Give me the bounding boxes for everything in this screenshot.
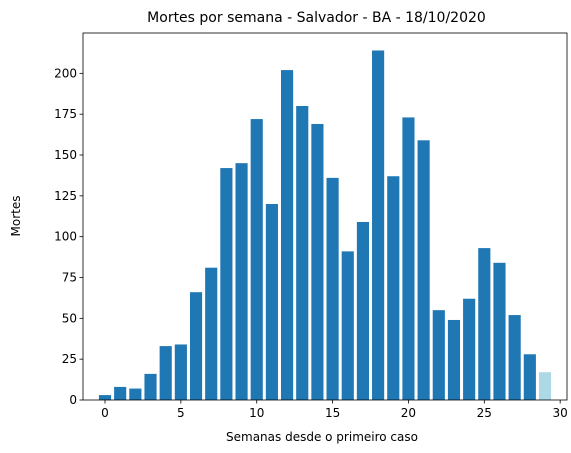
x-tick-label: 20 xyxy=(401,406,416,420)
bar-week-15 xyxy=(326,177,339,400)
x-axis-ticks: 0 5 10 15 20 25 30 xyxy=(101,400,568,420)
bar-week-0 xyxy=(98,395,112,400)
bar-week-26 xyxy=(493,262,506,400)
bar-week-12 xyxy=(281,70,294,400)
y-tick-label: 50 xyxy=(62,311,77,325)
chart-title: Mortes por semana - Salvador - BA - 18/1… xyxy=(147,10,486,26)
bar-week-16 xyxy=(341,251,354,400)
plot-frame xyxy=(82,32,568,401)
bars xyxy=(98,50,552,400)
bar-week-25 xyxy=(478,248,491,400)
bar-week-7 xyxy=(205,267,218,400)
bar-week-4 xyxy=(159,346,172,400)
bar-week-9 xyxy=(235,163,248,400)
bar-week-18 xyxy=(372,50,385,400)
x-tick-label: 5 xyxy=(177,406,185,420)
y-tick-label: 150 xyxy=(54,148,77,162)
y-tick-label: 0 xyxy=(69,393,77,407)
bar-week-3 xyxy=(144,373,157,400)
y-tick-label: 100 xyxy=(54,230,77,244)
bar-week-13 xyxy=(296,106,309,400)
bar-week-2 xyxy=(129,388,142,400)
y-tick-label: 75 xyxy=(62,271,77,285)
bar-week-24 xyxy=(463,298,476,400)
x-tick-label: 25 xyxy=(477,406,492,420)
bar-week-19 xyxy=(387,176,400,400)
bar-week-6 xyxy=(189,292,203,400)
y-tick-label: 25 xyxy=(62,352,77,366)
bar-week-17 xyxy=(356,221,369,400)
y-tick-label: 175 xyxy=(54,107,77,121)
bar-week-5 xyxy=(174,344,187,400)
bar-week-27 xyxy=(508,315,521,400)
x-tick-label: 15 xyxy=(325,406,340,420)
y-tick-label: 125 xyxy=(54,189,77,203)
bar-week-1 xyxy=(114,386,127,400)
bar-week-21 xyxy=(417,140,430,400)
x-tick-label: 10 xyxy=(249,406,264,420)
x-tick-label: 30 xyxy=(553,406,568,420)
bar-week-11 xyxy=(265,204,278,400)
y-axis-label: Mortes xyxy=(9,196,23,237)
bar-week-10 xyxy=(250,119,263,400)
y-axis-ticks: 0 25 50 75 100 125 150 175 200 xyxy=(54,66,83,407)
bar-week-8 xyxy=(220,168,233,400)
bar-week-28 xyxy=(523,354,536,400)
bar-week-22 xyxy=(432,310,445,400)
bar-week-23 xyxy=(447,319,461,400)
x-axis-label: Semanas desde o primeiro caso xyxy=(226,430,418,444)
x-tick-label: 0 xyxy=(101,406,109,420)
y-tick-label: 200 xyxy=(54,66,77,80)
bar-week-29 xyxy=(538,372,552,400)
bar-week-20 xyxy=(402,117,415,400)
bar-week-14 xyxy=(311,123,324,400)
